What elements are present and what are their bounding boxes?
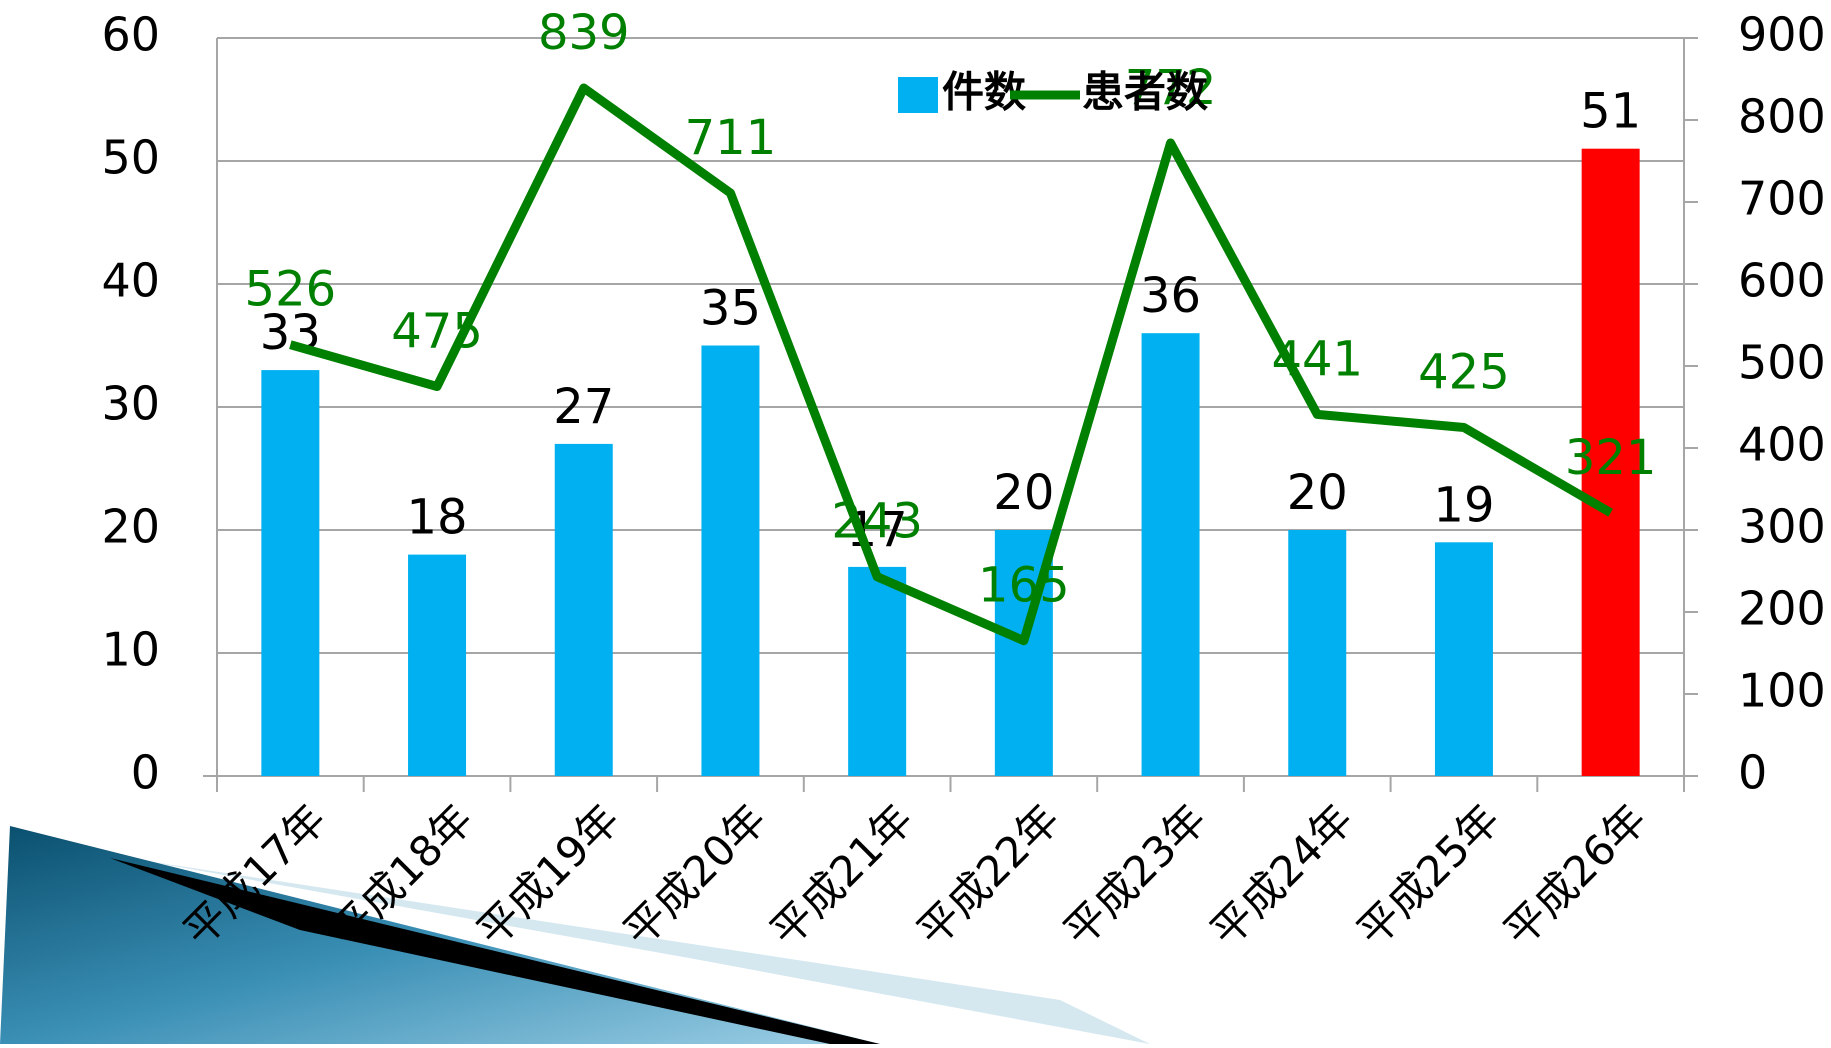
bar-value-label: 20 [993,465,1054,521]
bar [1142,333,1200,776]
x-tick-label: 平成24年 [1201,795,1363,957]
line-series [290,88,1610,641]
bar [408,555,466,776]
bar-value-label: 35 [700,281,761,337]
line-value-label: 165 [978,558,1070,614]
line-value-label: 839 [538,5,630,61]
bar [1288,530,1346,776]
bar [261,370,319,776]
line-value-label: 526 [245,262,337,318]
y-tick-label: 60 [101,8,160,62]
line-value-label: 441 [1271,331,1363,387]
line-value-label: 321 [1565,430,1657,486]
y-tick-label: 30 [101,377,160,431]
y2-tick-label: 100 [1738,664,1826,718]
bar-value-label: 51 [1580,84,1641,140]
y2-tick-label: 800 [1738,90,1826,144]
x-tick-label: 平成23年 [1054,795,1216,957]
x-tick-label: 平成20年 [614,795,776,957]
line-value-label: 243 [831,494,923,550]
bar-value-label: 20 [1287,465,1348,521]
y-tick-label: 20 [101,500,160,554]
x-tick-label: 平成21年 [761,795,923,957]
chart: 0102030405060010020030040050060070080090… [0,0,1831,1044]
y2-tick-label: 300 [1738,500,1826,554]
bar-value-label: 27 [553,379,614,435]
y2-tick-label: 900 [1738,8,1826,62]
y2-tick-label: 600 [1738,254,1826,308]
y-tick-label: 0 [131,746,160,800]
y-tick-label: 50 [101,131,160,185]
bar-value-label: 19 [1433,477,1494,533]
y2-tick-label: 500 [1738,336,1826,390]
bar-value-label: 18 [407,490,468,546]
legend-swatch [898,77,938,113]
bar [1435,542,1493,776]
y-tick-label: 40 [101,254,160,308]
x-tick-label: 平成26年 [1494,795,1656,957]
bar [555,444,613,776]
x-tick-label: 平成25年 [1348,795,1510,957]
bar-value-label: 36 [1140,268,1201,324]
y2-tick-label: 0 [1738,746,1767,800]
legend-label: 患者数 [1082,68,1208,117]
y2-tick-label: 400 [1738,418,1826,472]
y-tick-label: 10 [101,623,160,677]
line-value-label: 425 [1418,345,1510,401]
bar [701,346,759,777]
x-tick-label: 平成22年 [908,795,1070,957]
y2-tick-label: 200 [1738,582,1826,636]
line-value-label: 475 [391,304,483,360]
y2-tick-label: 700 [1738,172,1826,226]
line-value-label: 711 [685,110,777,166]
bar [848,567,906,776]
